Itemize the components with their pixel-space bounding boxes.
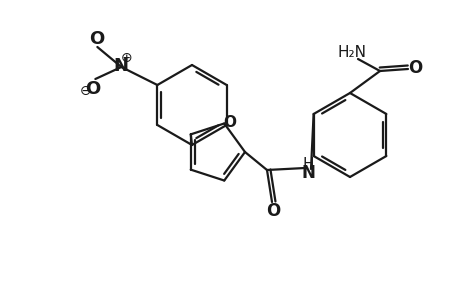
Text: H₂N: H₂N: [337, 44, 366, 59]
Text: N: N: [300, 164, 314, 182]
Text: H: H: [302, 157, 313, 172]
Text: O: O: [265, 202, 280, 220]
Text: O: O: [222, 115, 235, 130]
Text: N: N: [114, 57, 129, 75]
Text: O: O: [407, 59, 421, 77]
Text: ⊖: ⊖: [79, 84, 91, 98]
Text: O: O: [89, 30, 104, 48]
Text: ⊕: ⊕: [120, 51, 132, 65]
Text: O: O: [84, 80, 100, 98]
